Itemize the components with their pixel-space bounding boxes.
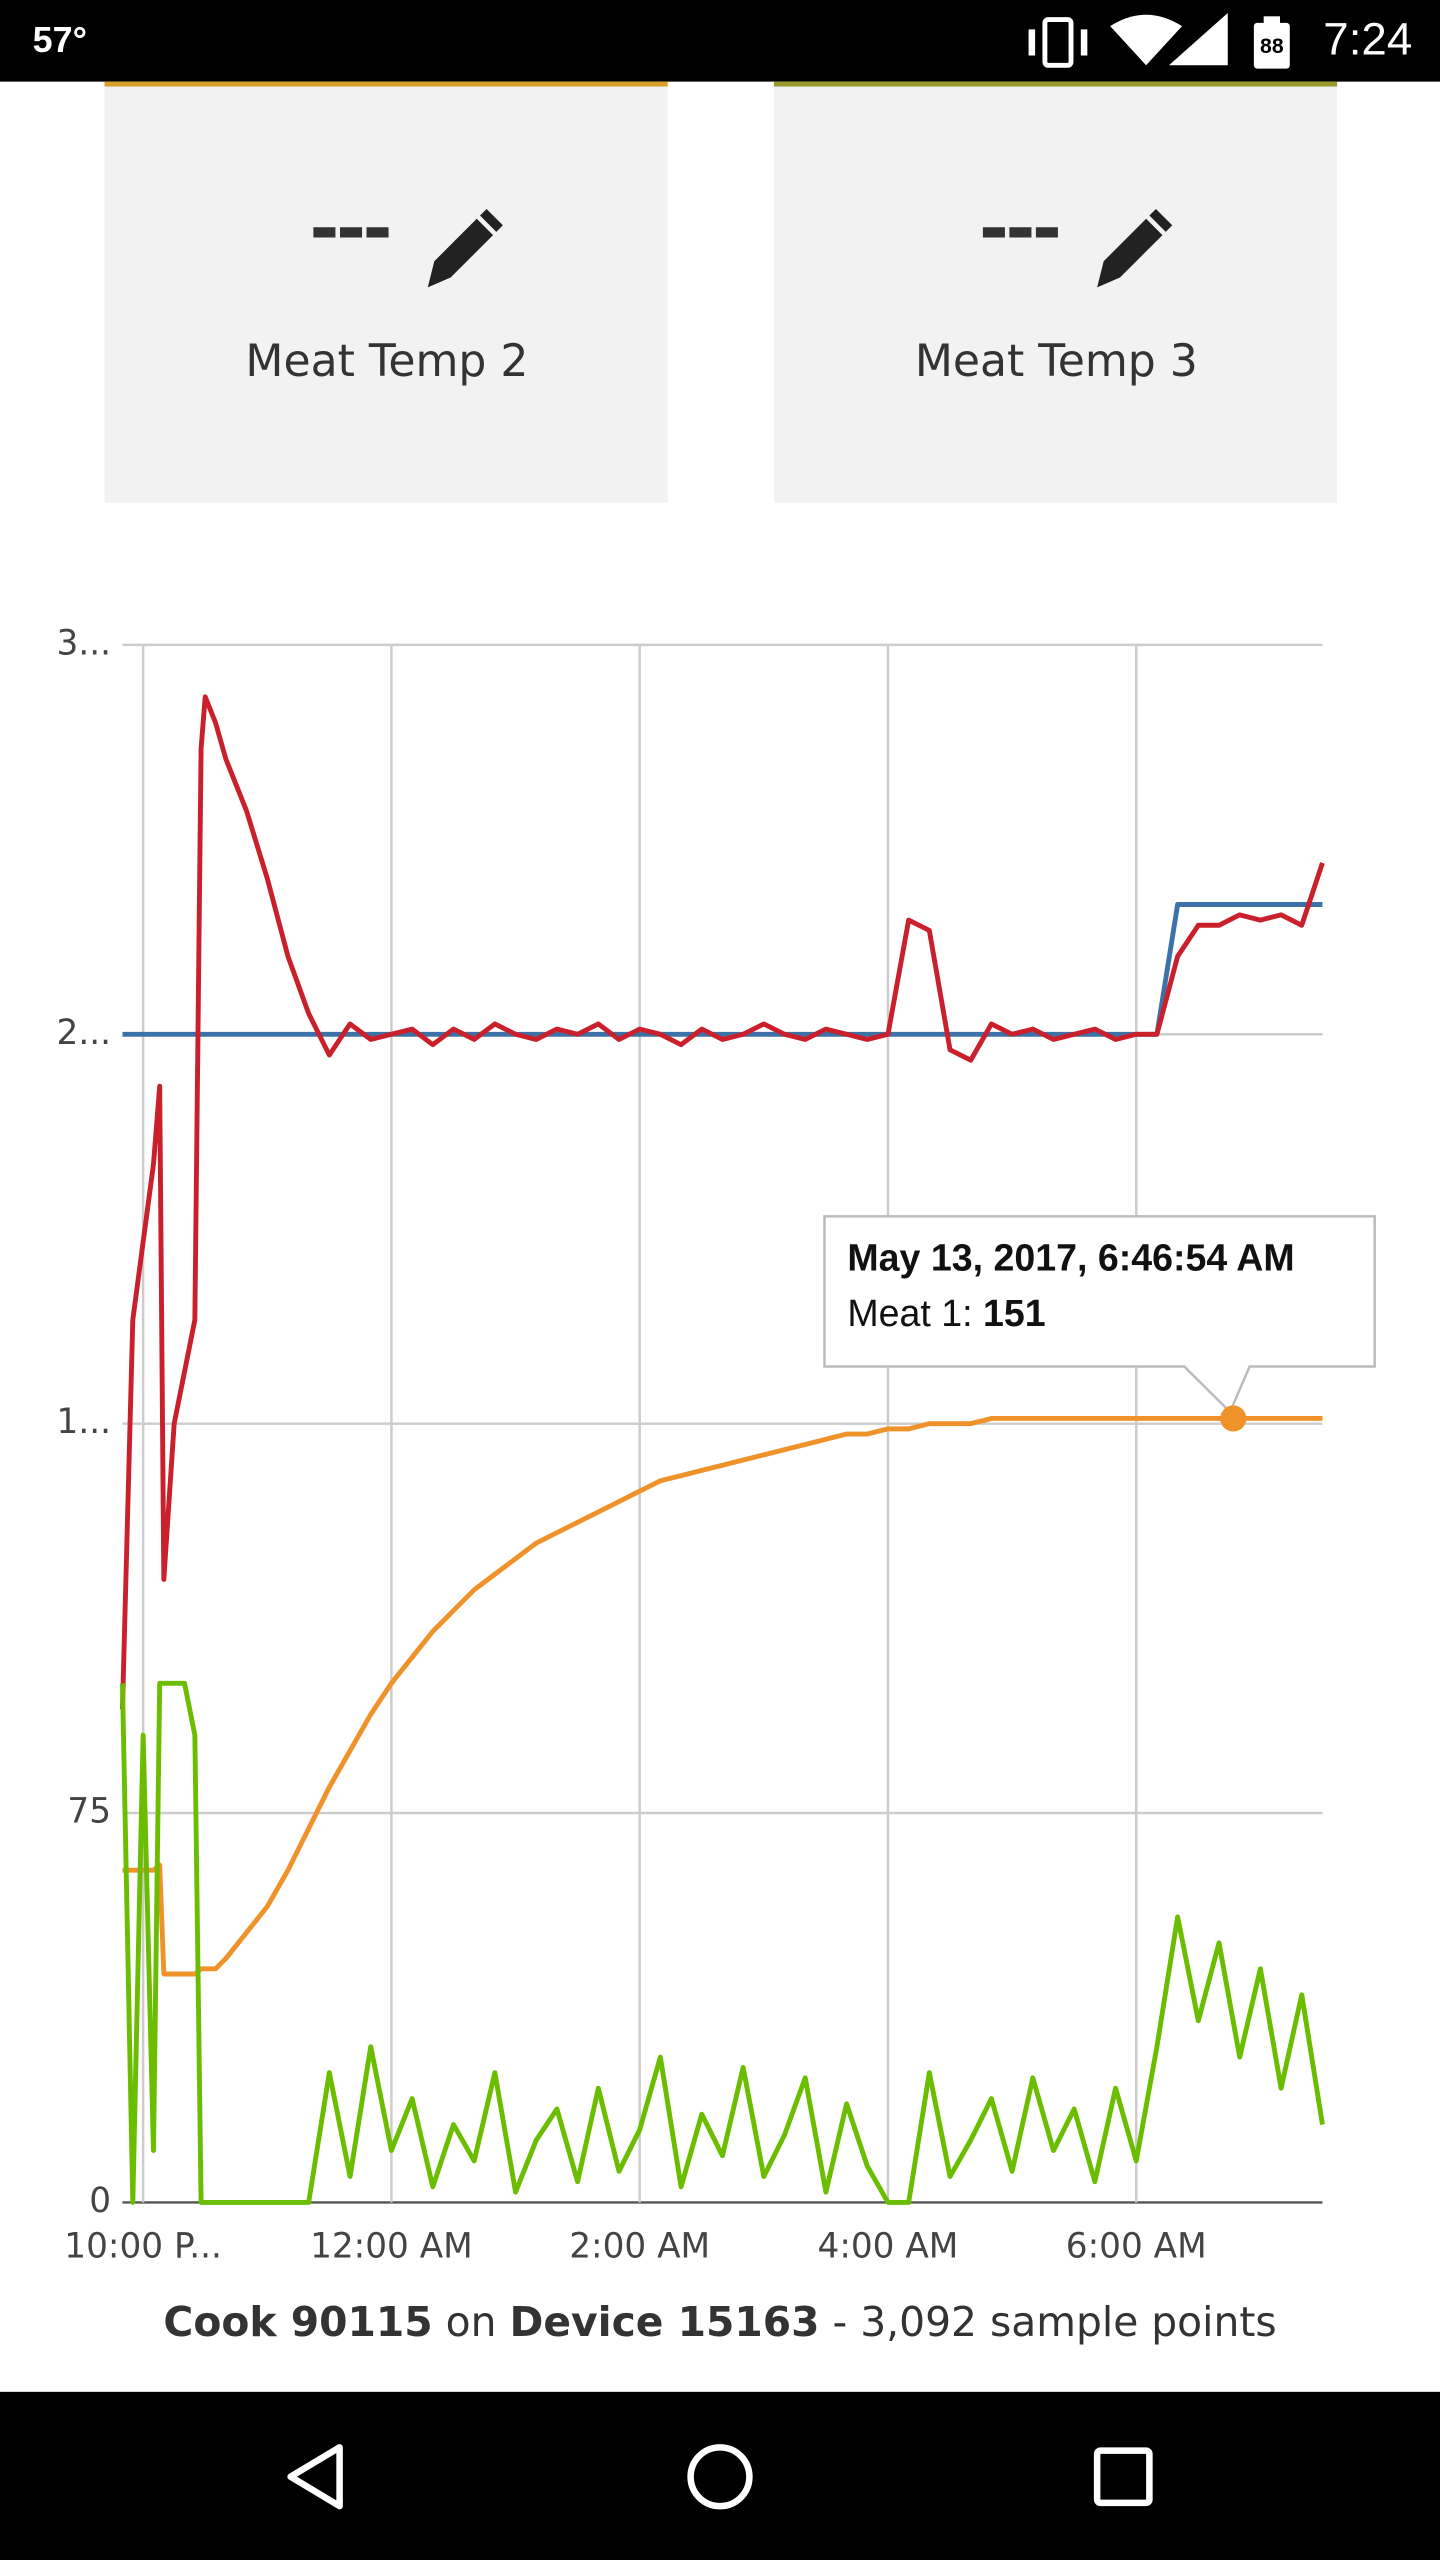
caption: Cook 90115 on Device 15163 - 3,092 sampl…: [163, 2298, 1276, 2346]
status-temperature: 57°: [33, 19, 87, 60]
highlight-point: [1220, 1405, 1247, 1432]
tooltip-title: May 13, 2017, 6:46:54 AM: [847, 1236, 1294, 1278]
nav-bar: [0, 2391, 1440, 2560]
y-tick-label: 3...: [57, 623, 111, 663]
chart: 0 75 1... 2... 3... 10:00 P... 12:00 AM 2:00 AM…: [57, 623, 1376, 2267]
series-line: [120, 1680, 1325, 2205]
card-label: Meat Temp 3: [915, 336, 1198, 387]
battery-level: 88: [1260, 35, 1284, 58]
x-tick-label: 10:00 P...: [64, 2227, 222, 2267]
card-accent: [773, 81, 1338, 87]
caption-text: - 3,092 sample points: [833, 2298, 1277, 2346]
series-line: [122, 902, 1323, 1037]
status-time: 7:24: [1323, 14, 1412, 65]
tooltip: May 13, 2017, 6:46:54 AM Meat 1: 151: [823, 1215, 1376, 1415]
tooltip-label: Meat 1:: [847, 1292, 972, 1334]
series-line: [120, 694, 1325, 1710]
x-tick-label: 2:00 AM: [569, 2227, 710, 2267]
card[interactable]: --- Meat Temp 2: [104, 81, 668, 503]
edit-icon[interactable]: [1097, 208, 1173, 288]
cook-id: Cook 90115: [163, 2298, 432, 2346]
card[interactable]: --- Meat Temp 3: [773, 81, 1338, 503]
x-tick-label: 12:00 AM: [310, 2227, 473, 2267]
tooltip-box: [823, 1215, 1376, 1415]
tooltip-value: 151: [983, 1292, 1046, 1334]
y-tick-label: 75: [67, 1792, 111, 1832]
y-tick-label: 2...: [57, 1013, 111, 1053]
card-accent: [104, 81, 668, 87]
x-tick-label: 6:00 AM: [1066, 2227, 1207, 2267]
card-label: Meat Temp 2: [245, 336, 528, 387]
x-tick-label: 4:00 AM: [818, 2227, 959, 2267]
card-bg: [104, 84, 668, 503]
back-button[interactable]: [287, 2444, 343, 2510]
edit-icon[interactable]: [427, 208, 503, 288]
card-bg: [773, 84, 1338, 503]
y-tick-label: 1...: [57, 1402, 111, 1442]
card-value: ---: [979, 186, 1059, 270]
card-value: ---: [310, 186, 390, 270]
home-button[interactable]: [687, 2444, 753, 2510]
tooltip-row: Meat 1: 151: [847, 1292, 1045, 1334]
y-tick-label: 0: [89, 2181, 111, 2221]
series-line: [122, 1416, 1323, 1977]
recents-button[interactable]: [1093, 2447, 1153, 2507]
device-id: Device 15163: [509, 2298, 819, 2346]
caption-text: on: [446, 2298, 497, 2346]
